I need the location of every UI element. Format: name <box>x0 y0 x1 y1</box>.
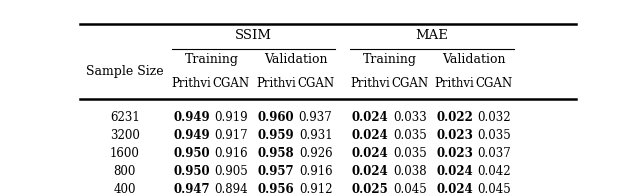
Text: 0.931: 0.931 <box>299 129 332 142</box>
Text: 0.045: 0.045 <box>393 183 427 196</box>
Text: CGAN: CGAN <box>391 77 428 90</box>
Text: 0.950: 0.950 <box>173 147 210 160</box>
Text: Validation: Validation <box>443 53 506 66</box>
Text: Validation: Validation <box>264 53 328 66</box>
Text: CGAN: CGAN <box>212 77 250 90</box>
Text: 0.912: 0.912 <box>299 183 332 196</box>
Text: 0.905: 0.905 <box>214 165 248 178</box>
Text: 0.956: 0.956 <box>258 183 294 196</box>
Text: 0.025: 0.025 <box>352 183 388 196</box>
Text: 0.042: 0.042 <box>477 165 511 178</box>
Text: 400: 400 <box>113 183 136 196</box>
Text: 0.035: 0.035 <box>393 147 427 160</box>
Text: 0.024: 0.024 <box>436 183 473 196</box>
Text: MAE: MAE <box>416 29 449 42</box>
Text: Prithvi: Prithvi <box>435 77 474 90</box>
Text: Training: Training <box>184 53 239 66</box>
Text: 0.023: 0.023 <box>436 129 473 142</box>
Text: 0.035: 0.035 <box>477 129 511 142</box>
Text: 0.038: 0.038 <box>393 165 427 178</box>
Text: 0.024: 0.024 <box>352 129 388 142</box>
Text: Training: Training <box>363 53 417 66</box>
Text: 1600: 1600 <box>109 147 140 160</box>
Text: 0.937: 0.937 <box>299 111 332 124</box>
Text: 0.950: 0.950 <box>173 165 210 178</box>
Text: Prithvi: Prithvi <box>256 77 296 90</box>
Text: 0.037: 0.037 <box>477 147 511 160</box>
Text: 0.033: 0.033 <box>393 111 427 124</box>
Text: 0.949: 0.949 <box>173 111 210 124</box>
Text: 0.917: 0.917 <box>214 129 248 142</box>
Text: 3200: 3200 <box>109 129 140 142</box>
Text: SSIM: SSIM <box>235 29 272 42</box>
Text: CGAN: CGAN <box>297 77 334 90</box>
Text: 0.919: 0.919 <box>214 111 248 124</box>
Text: 0.024: 0.024 <box>352 147 388 160</box>
Text: 0.032: 0.032 <box>477 111 511 124</box>
Text: Sample Size: Sample Size <box>86 65 163 78</box>
Text: 0.023: 0.023 <box>436 147 473 160</box>
Text: 0.916: 0.916 <box>214 147 248 160</box>
Text: 0.949: 0.949 <box>173 129 210 142</box>
Text: 6231: 6231 <box>110 111 140 124</box>
Text: CGAN: CGAN <box>476 77 513 90</box>
Text: 0.022: 0.022 <box>436 111 473 124</box>
Text: 0.024: 0.024 <box>352 165 388 178</box>
Text: 0.960: 0.960 <box>258 111 294 124</box>
Text: 0.959: 0.959 <box>258 129 294 142</box>
Text: 0.926: 0.926 <box>299 147 332 160</box>
Text: Prithvi: Prithvi <box>350 77 390 90</box>
Text: 0.035: 0.035 <box>393 129 427 142</box>
Text: Prithvi: Prithvi <box>172 77 211 90</box>
Text: 0.958: 0.958 <box>258 147 294 160</box>
Text: 0.024: 0.024 <box>436 165 473 178</box>
Text: 800: 800 <box>113 165 136 178</box>
Text: 0.957: 0.957 <box>258 165 294 178</box>
Text: 0.024: 0.024 <box>352 111 388 124</box>
Text: 0.947: 0.947 <box>173 183 210 196</box>
Text: 0.916: 0.916 <box>299 165 332 178</box>
Text: 0.894: 0.894 <box>214 183 248 196</box>
Text: 0.045: 0.045 <box>477 183 511 196</box>
